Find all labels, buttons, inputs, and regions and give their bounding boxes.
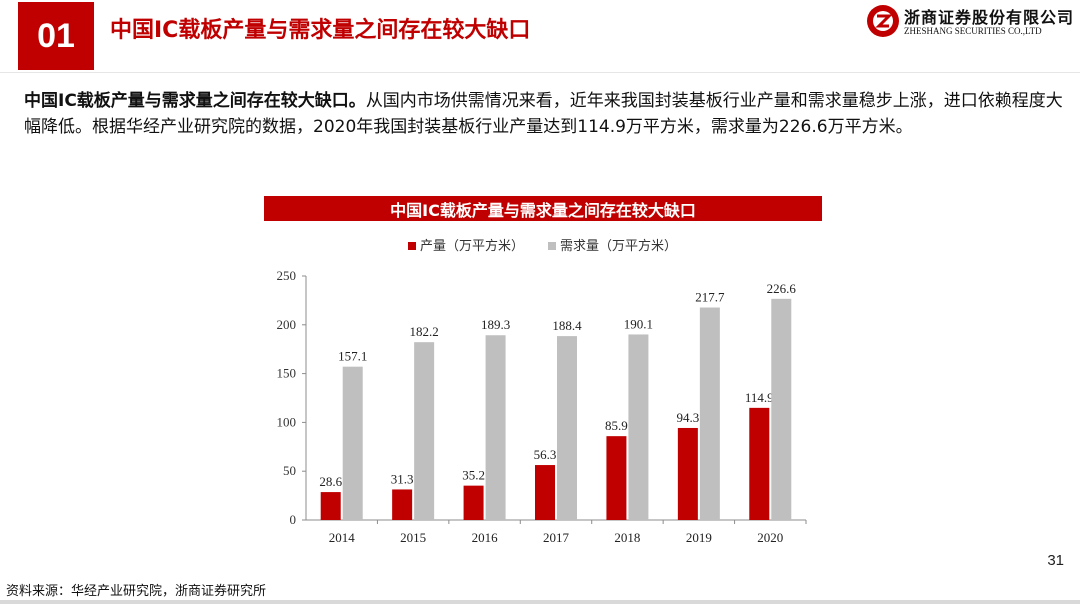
demand-bar [628,334,649,520]
page-number: 31 [1047,552,1064,569]
body-text: 从国内市场供需情况来看，近年来我国封装基板行业产量和需求量稳步上涨，进口依赖程度… [24,91,1063,137]
body-paragraph: 中国IC载板产量与需求量之间存在较大缺口。从国内市场供需情况来看，近年来我国封装… [24,88,1064,140]
x-tick-label: 2015 [400,530,426,545]
legend-swatch-production [408,242,416,250]
production-value-label: 56.3 [534,447,557,462]
demand-bar [699,307,720,520]
x-tick-label: 2017 [543,530,570,545]
legend-swatch-demand [548,242,556,250]
logo-english-name: ZHESHANG SECURITIES CO.,LTD [904,26,1042,36]
production-bar [749,407,770,520]
demand-value-label: 188.4 [552,318,582,333]
demand-value-label: 190.1 [624,316,653,331]
demand-value-label: 226.6 [767,281,797,296]
production-bar [463,485,484,520]
section-number: 01 [37,16,75,55]
y-tick-label: 100 [277,414,297,429]
production-value-label: 94.3 [676,410,699,425]
footer-bar [0,600,1080,604]
production-bar [677,427,698,520]
production-bar [392,489,413,520]
x-tick-label: 2018 [614,530,640,545]
production-value-label: 31.3 [391,471,414,486]
logo-chinese-name: 浙商证券股份有限公司 [904,8,1075,27]
demand-bar [557,336,577,520]
production-bar [535,465,555,520]
y-tick-label: 200 [277,317,297,332]
production-value-label: 114.9 [745,390,774,405]
chart-title: 中国IC载板产量与需求量之间存在较大缺口 [264,196,822,221]
body-lead: 中国IC载板产量与需求量之间存在较大缺口。 [24,91,366,111]
section-number-badge: 01 [18,2,94,70]
x-tick-label: 2019 [686,530,712,545]
legend-label-demand: 需求量（万平方米） [560,238,677,254]
y-tick-label: 0 [290,512,297,527]
demand-bar [342,366,363,520]
x-tick-label: 2020 [757,530,783,545]
demand-bar [414,342,435,520]
production-value-label: 85.9 [605,418,628,433]
bar-chart: 0 50 100 150 200 250 28.6 157.1 2014 31.3 182.2 201… [277,238,807,545]
zheshang-logo-icon [867,5,899,37]
x-tick-label: 2016 [472,530,499,545]
header-divider [0,72,1080,73]
demand-value-label: 157.1 [338,349,367,364]
source-note: 资料来源：华经产业研究院，浙商证券研究所 [6,584,267,599]
company-logo: 浙商证券股份有限公司 ZHESHANG SECURITIES CO.,LTD [866,4,1073,40]
demand-value-label: 182.2 [410,324,439,339]
demand-value-label: 217.7 [695,290,725,305]
demand-bar [771,298,792,520]
page-title: 中国IC载板产量与需求量之间存在较大缺口 [110,18,531,43]
production-value-label: 35.2 [462,468,485,483]
production-bar [320,492,341,520]
legend-label-production: 产量（万平方米） [420,238,524,254]
x-tick-label: 2014 [329,530,356,545]
production-bar [606,436,627,520]
demand-bar [485,335,506,520]
demand-value-label: 189.3 [481,317,510,332]
y-tick-label: 250 [277,268,297,283]
production-value-label: 28.6 [319,474,342,489]
y-tick-label: 150 [277,366,297,381]
y-tick-label: 50 [283,463,296,478]
